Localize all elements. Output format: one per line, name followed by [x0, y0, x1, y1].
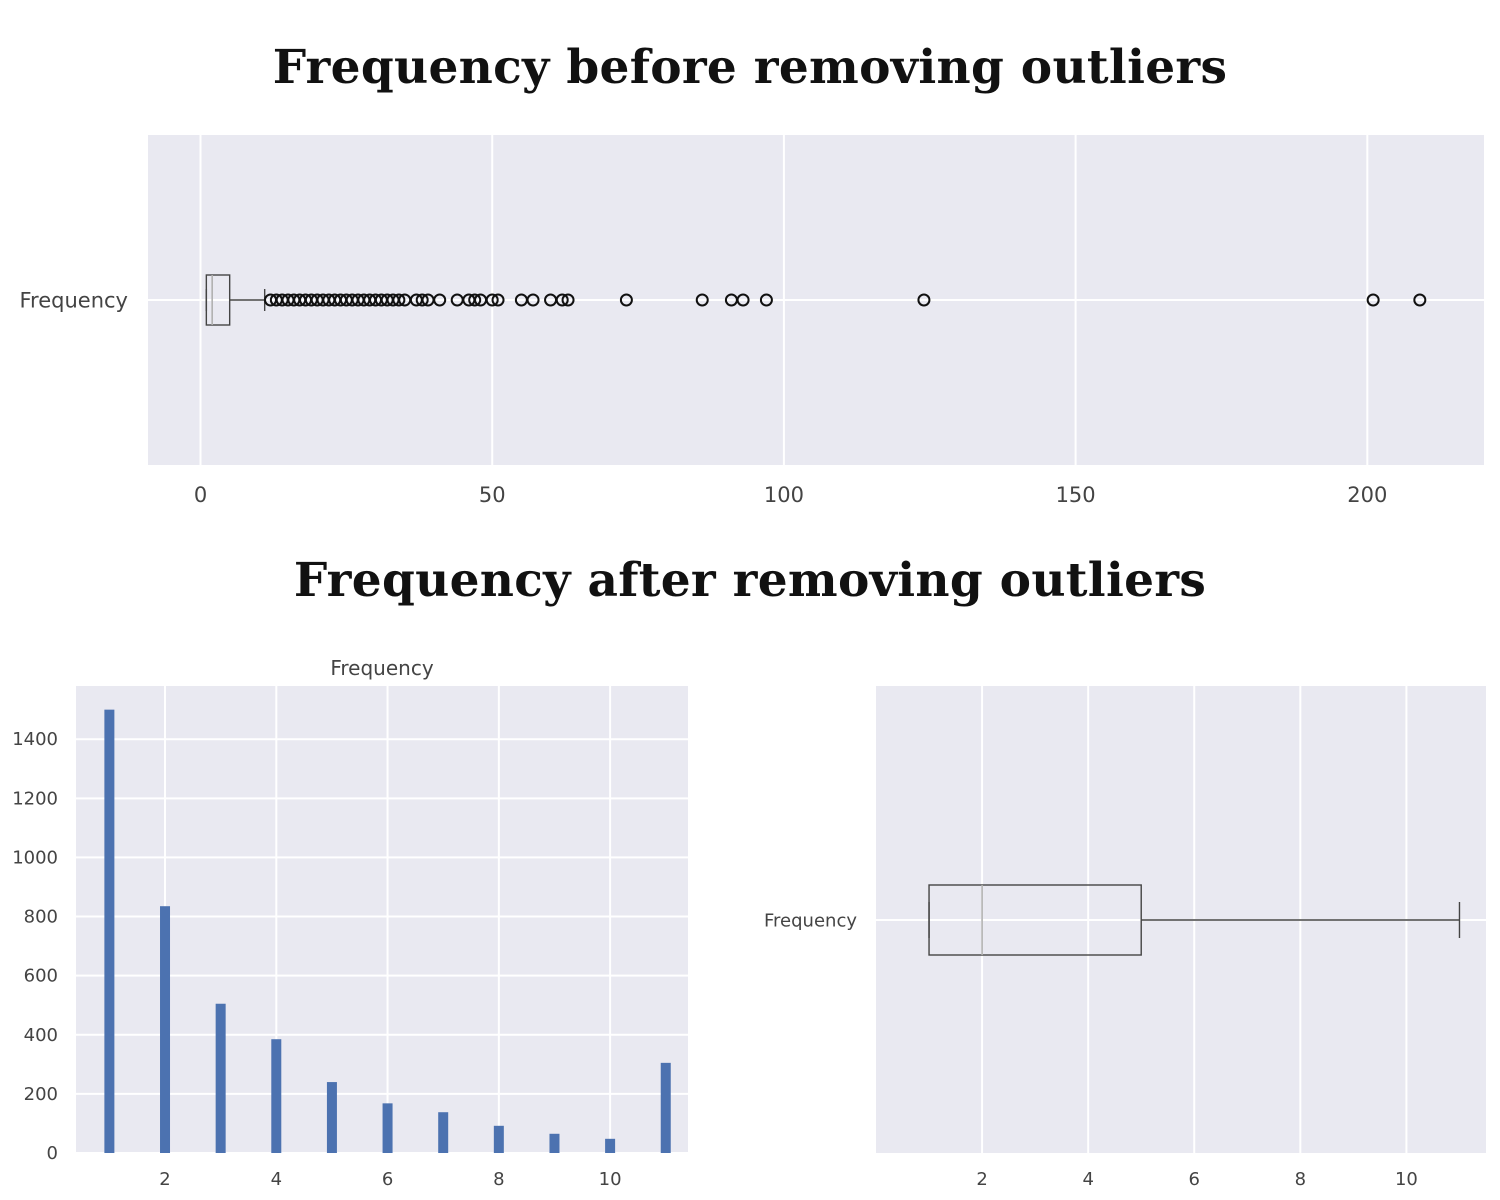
outlier-point	[468, 293, 482, 307]
histogram-title: Frequency	[330, 656, 433, 680]
histogram-bar	[271, 1039, 282, 1153]
outlier-point	[695, 293, 709, 307]
title-after: Frequency after removing outliers	[293, 553, 1207, 608]
x-tick-label: 200	[1347, 483, 1387, 507]
x-tick-label: 8	[1295, 1169, 1306, 1190]
histogram-bar	[160, 906, 171, 1153]
outlier-point	[917, 293, 931, 307]
histogram-bar	[438, 1112, 449, 1153]
outlier-point	[736, 293, 750, 307]
y-tick-label: 400	[24, 1025, 58, 1046]
outlier-point	[1366, 293, 1380, 307]
x-tick-label: 6	[382, 1169, 393, 1190]
y-tick-label: 0	[47, 1143, 58, 1164]
x-tick-label: 50	[479, 483, 506, 507]
histogram-after-chart: 2 4 6 8 10 0 200 400 600 800 1000 1200 1400 Frequency	[12, 656, 688, 1190]
y-tick-label: 1400	[12, 729, 58, 750]
boxplot-after-chart: 2 4 6 8 10 Frequency	[764, 686, 1486, 1190]
x-tick-label: 8	[493, 1169, 504, 1190]
outlier-point	[485, 293, 499, 307]
iqr-box	[205, 274, 231, 326]
outlier-point	[759, 293, 773, 307]
plot-area	[76, 686, 688, 1153]
y-tick-label: Frequency	[764, 910, 857, 931]
x-tick-label: 0	[194, 483, 207, 507]
outlier-point	[491, 293, 505, 307]
y-tick-label: 200	[24, 1084, 58, 1105]
title-before: Frequency before removing outliers	[272, 40, 1228, 95]
y-tick-label: 1200	[12, 788, 58, 809]
histogram-bar	[493, 1125, 504, 1153]
x-tick-label: 150	[1056, 483, 1096, 507]
outlier-point	[561, 293, 575, 307]
x-tick-label: 100	[764, 483, 804, 507]
y-tick-label: 600	[24, 966, 58, 987]
outlier-point	[1413, 293, 1427, 307]
histogram-bar	[382, 1103, 393, 1153]
histogram-bar	[326, 1082, 337, 1153]
outlier-point	[415, 293, 429, 307]
outlier-point	[433, 293, 447, 307]
x-tick-label: 10	[599, 1169, 622, 1190]
histogram-bar	[605, 1138, 616, 1153]
boxplot-before-chart: 0 50 100 150 200 Frequency	[20, 135, 1484, 507]
x-tick-label: 10	[1395, 1169, 1418, 1190]
x-tick-label: 6	[1189, 1169, 1200, 1190]
y-tick-label: 800	[24, 907, 58, 928]
y-tick-label: Frequency	[20, 288, 129, 312]
histogram-bar	[215, 1003, 226, 1153]
outlier-point	[555, 293, 569, 307]
y-tick-label: 1000	[12, 847, 58, 868]
x-tick-label: 4	[271, 1169, 282, 1190]
x-tick-label: 2	[976, 1169, 987, 1190]
histogram-bar	[549, 1133, 560, 1153]
x-tick-label: 4	[1082, 1169, 1093, 1190]
histogram-bar	[660, 1062, 671, 1153]
iqr-box	[928, 884, 1142, 956]
outlier-point	[392, 293, 406, 307]
x-tick-label: 2	[159, 1169, 170, 1190]
outlier-point	[619, 293, 633, 307]
histogram-bar	[104, 709, 115, 1153]
outlier-point	[526, 293, 540, 307]
